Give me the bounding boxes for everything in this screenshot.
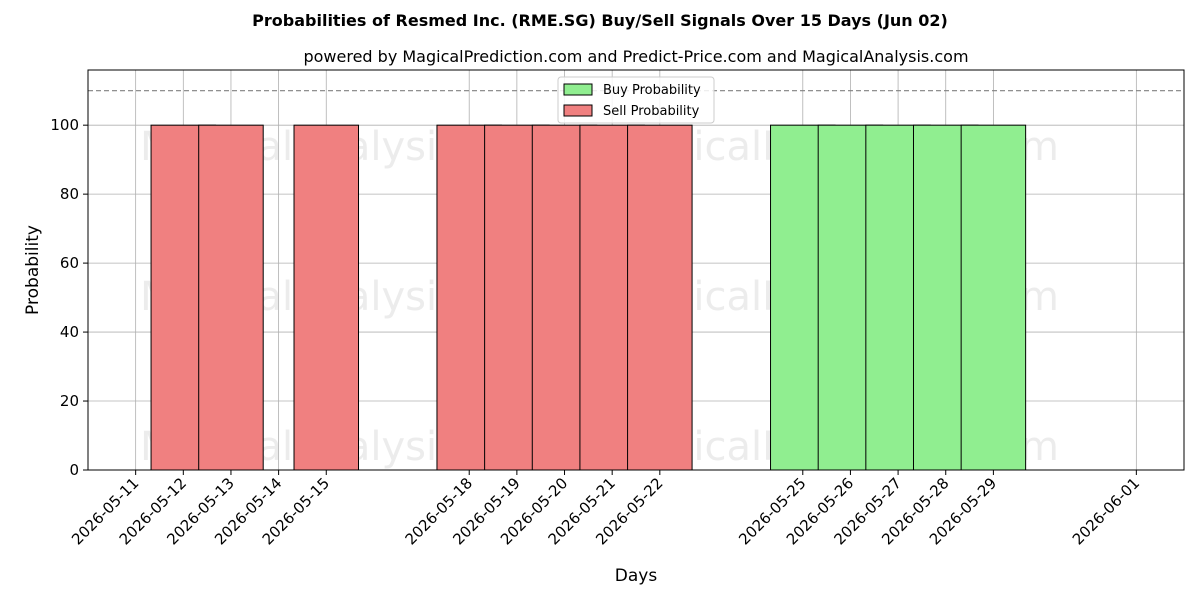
legend-swatch	[563, 83, 593, 96]
legend-entry: Sell Probability	[603, 104, 700, 119]
plot-frame	[87, 69, 1185, 471]
chart-title: Probabilities of Resmed Inc. (RME.SG) Bu…	[252, 11, 948, 30]
legend-swatch	[563, 104, 593, 117]
x-tick-label: 2026-06-01	[1069, 474, 1143, 548]
y-tick-label: 100	[50, 116, 79, 134]
legend-box	[557, 76, 715, 124]
y-tick-label: 80	[60, 185, 79, 203]
y-tick-label: 60	[60, 254, 79, 272]
x-axis-label: Days	[615, 566, 658, 586]
legend-entry: Buy Probability	[603, 83, 701, 98]
plot-area: MagicalAnalysis.comMagicalPrediction.com…	[50, 69, 1185, 548]
y-tick-label: 20	[60, 392, 79, 410]
bar	[198, 124, 264, 471]
chart-subtitle: powered by MagicalPrediction.com and Pre…	[303, 47, 968, 66]
y-axis-label: Probability	[23, 225, 43, 315]
y-tick-label: 0	[69, 461, 79, 479]
bar	[960, 124, 1027, 471]
bar	[293, 124, 360, 471]
bar	[627, 124, 693, 471]
y-tick-label: 40	[60, 323, 79, 341]
